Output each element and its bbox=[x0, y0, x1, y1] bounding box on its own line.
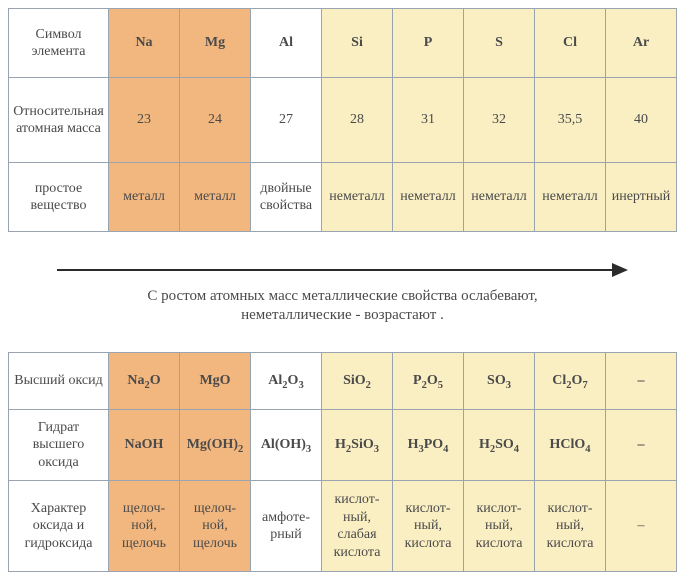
mass-cell: 27 bbox=[251, 78, 322, 163]
symbol-cell: Na bbox=[109, 9, 180, 78]
simple-cell: неметалл bbox=[464, 163, 535, 232]
mass-cell: 32 bbox=[464, 78, 535, 163]
symbol-cell: Al bbox=[251, 9, 322, 78]
character-cell: кислот­ный, кислота bbox=[464, 481, 535, 572]
mass-cell: 35,5 bbox=[535, 78, 606, 163]
simple-cell: неметалл bbox=[322, 163, 393, 232]
trend-text: С ростом атомных масс металлические свой… bbox=[17, 287, 668, 325]
oxide-cell: – bbox=[606, 353, 677, 410]
oxide-cell: P2O5 bbox=[393, 353, 464, 410]
hydrate-cell: H2SiO3 bbox=[322, 410, 393, 481]
symbol-cell: Cl bbox=[535, 9, 606, 78]
hydrate-cell: H2SO4 bbox=[464, 410, 535, 481]
character-cell: кислот­ный, слабая кислота bbox=[322, 481, 393, 572]
hydrate-cell: Al(OH)3 bbox=[251, 410, 322, 481]
simple-cell: неметалл bbox=[393, 163, 464, 232]
character-cell: амфоте­рный bbox=[251, 481, 322, 572]
mass-cell: 28 bbox=[322, 78, 393, 163]
row-label-oxide: Высший оксид bbox=[9, 353, 109, 410]
mass-cell: 24 bbox=[180, 78, 251, 163]
periodic-properties-table: Символ элементаNaMgAlSiPSClAr Относительн… bbox=[8, 8, 677, 572]
simple-cell: не­металл bbox=[535, 163, 606, 232]
symbol-cell: Si bbox=[322, 9, 393, 78]
character-cell: щелоч­ной, щелочь bbox=[180, 481, 251, 572]
simple-cell: инер­тный bbox=[606, 163, 677, 232]
simple-cell: двойные свойства bbox=[251, 163, 322, 232]
row-label-hydrate: Гидрат высшего оксида bbox=[9, 410, 109, 481]
oxide-cell: SiO2 bbox=[322, 353, 393, 410]
mass-cell: 40 bbox=[606, 78, 677, 163]
hydrate-cell: H3PO4 bbox=[393, 410, 464, 481]
mass-cell: 31 bbox=[393, 78, 464, 163]
hydrate-cell: Mg(OH)2 bbox=[180, 410, 251, 481]
row-label-symbol: Символ элемента bbox=[9, 9, 109, 78]
character-cell: кислот­ный, кислота bbox=[535, 481, 606, 572]
character-cell: щелоч­ной, щелочь bbox=[109, 481, 180, 572]
trend-arrow-cell: С ростом атомных масс металлические свой… bbox=[9, 232, 677, 353]
oxide-cell: MgO bbox=[180, 353, 251, 410]
symbol-cell: Mg bbox=[180, 9, 251, 78]
symbol-cell: Ar bbox=[606, 9, 677, 78]
character-cell: – bbox=[606, 481, 677, 572]
trend-arrow bbox=[57, 263, 628, 277]
row-label-simple: простое вещество bbox=[9, 163, 109, 232]
hydrate-cell: NaOH bbox=[109, 410, 180, 481]
hydrate-cell: HClO4 bbox=[535, 410, 606, 481]
oxide-cell: Cl2O7 bbox=[535, 353, 606, 410]
oxide-cell: Na2O bbox=[109, 353, 180, 410]
row-label-mass: Относительная атомная масса bbox=[9, 78, 109, 163]
simple-cell: металл bbox=[180, 163, 251, 232]
hydrate-cell: – bbox=[606, 410, 677, 481]
oxide-cell: SO3 bbox=[464, 353, 535, 410]
symbol-cell: S bbox=[464, 9, 535, 78]
character-cell: кислот­ный, кислота bbox=[393, 481, 464, 572]
simple-cell: металл bbox=[109, 163, 180, 232]
symbol-cell: P bbox=[393, 9, 464, 78]
row-label-character: Характер оксида и гидроксида bbox=[9, 481, 109, 572]
oxide-cell: Al2O3 bbox=[251, 353, 322, 410]
mass-cell: 23 bbox=[109, 78, 180, 163]
